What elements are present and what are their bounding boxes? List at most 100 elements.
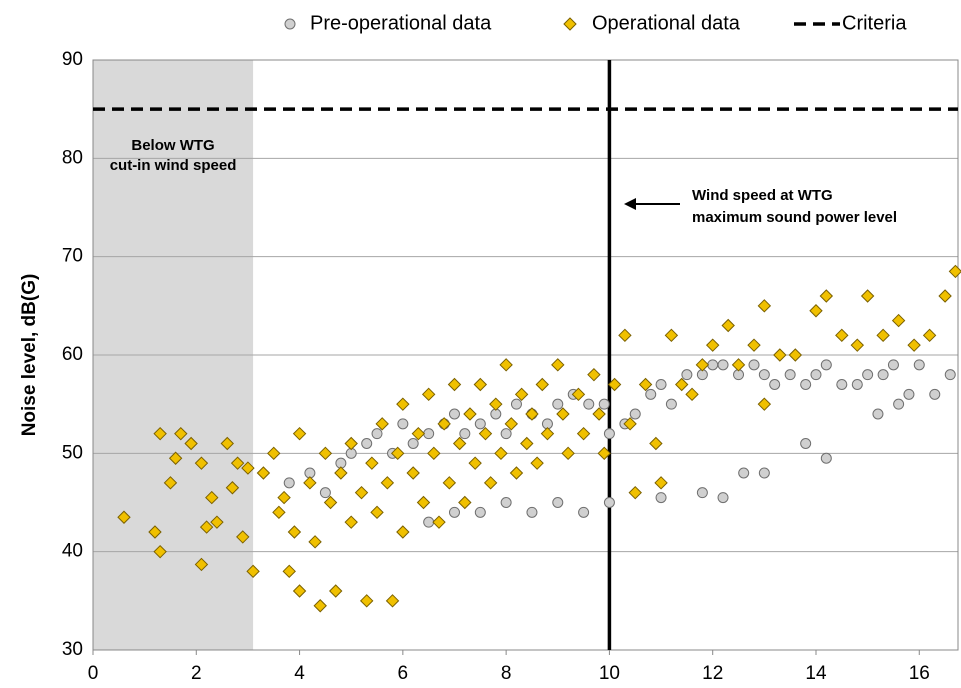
- data-point: [721, 318, 735, 333]
- y-axis-label: Noise level, dB(G): [19, 274, 40, 437]
- data-point: [938, 289, 952, 303]
- data-point: [623, 417, 637, 431]
- data-point: [267, 446, 281, 461]
- data-point: [929, 388, 941, 400]
- data-point: [552, 398, 564, 410]
- data-point: [510, 398, 522, 410]
- data-point: [552, 497, 564, 508]
- data-point: [174, 426, 188, 441]
- data-point: [370, 505, 384, 520]
- x-tick-label: 8: [501, 663, 512, 684]
- data-point: [784, 369, 796, 381]
- y-tick-label: 60: [62, 344, 83, 365]
- data-point: [664, 328, 679, 343]
- data-point: [551, 358, 565, 372]
- data-point: [489, 397, 503, 411]
- data-point: [836, 379, 848, 390]
- legend-marker: [563, 17, 577, 31]
- data-point: [220, 436, 234, 451]
- data-point: [463, 407, 477, 421]
- x-tick-label: 14: [805, 663, 827, 684]
- data-point: [210, 515, 224, 529]
- data-point: [757, 397, 772, 411]
- x-tick-label: 2: [191, 663, 202, 684]
- data-point: [717, 492, 729, 504]
- data-point: [748, 359, 760, 371]
- data-point: [483, 476, 498, 490]
- data-point: [654, 476, 668, 490]
- data-point: [194, 456, 209, 470]
- data-point: [773, 348, 787, 362]
- data-point: [835, 328, 849, 343]
- data-point: [397, 418, 409, 430]
- data-point: [655, 492, 667, 504]
- y-tick-label: 80: [62, 147, 83, 168]
- data-point: [571, 387, 586, 402]
- data-point: [499, 358, 513, 372]
- y-tick-label: 40: [62, 541, 83, 562]
- data-point: [148, 525, 162, 539]
- data-point: [427, 446, 441, 461]
- data-point: [344, 436, 358, 451]
- data-point: [411, 426, 426, 441]
- legend-label: Pre-operational data: [310, 12, 492, 34]
- data-point: [272, 505, 286, 520]
- data-point: [696, 487, 708, 499]
- data-point: [303, 476, 317, 490]
- data-point: [820, 452, 832, 464]
- data-point: [313, 599, 327, 613]
- data-point: [819, 289, 834, 303]
- data-point: [241, 461, 255, 475]
- y-tick-label: 30: [62, 639, 83, 660]
- data-point: [432, 515, 446, 529]
- y-tick-label: 90: [62, 49, 83, 70]
- data-point: [494, 446, 508, 461]
- data-point: [530, 456, 544, 470]
- data-point: [638, 377, 653, 392]
- data-point: [385, 594, 400, 608]
- data-point: [473, 377, 488, 392]
- data-point: [396, 525, 410, 539]
- data-point: [396, 397, 410, 411]
- data-point: [447, 377, 462, 392]
- data-point: [423, 516, 435, 528]
- data-point: [598, 398, 610, 410]
- data-point: [913, 359, 925, 371]
- data-point: [876, 328, 890, 343]
- data-point: [862, 369, 874, 381]
- data-point: [287, 525, 302, 539]
- data-point: [907, 338, 921, 352]
- data-point: [474, 418, 486, 430]
- data-point: [277, 490, 291, 505]
- data-point: [292, 426, 307, 441]
- data-point: [292, 584, 307, 598]
- data-point: [153, 544, 167, 559]
- data-point: [256, 466, 271, 480]
- data-point: [437, 417, 451, 431]
- data-point: [800, 379, 812, 390]
- data-point: [850, 338, 865, 352]
- data-point: [851, 379, 863, 390]
- data-point: [509, 466, 524, 480]
- data-point: [717, 359, 729, 371]
- data-point: [500, 497, 512, 508]
- data-point: [628, 485, 642, 500]
- legend-label: Operational data: [592, 12, 741, 34]
- data-point: [769, 379, 781, 390]
- data-point: [922, 328, 937, 343]
- data-point: [334, 466, 348, 480]
- data-point: [354, 485, 369, 500]
- data-point: [681, 369, 693, 381]
- data-point: [618, 328, 632, 343]
- data-point: [390, 446, 405, 461]
- data-point: [282, 564, 296, 579]
- data-point: [872, 408, 884, 420]
- data-point: [645, 388, 657, 400]
- reference-label: maximum sound power level: [692, 209, 897, 226]
- plot-frame: [92, 59, 959, 651]
- data-point: [359, 594, 374, 608]
- data-point: [442, 476, 457, 490]
- region-label: Below WTG: [131, 137, 214, 154]
- legend-label: Criteria: [842, 12, 907, 34]
